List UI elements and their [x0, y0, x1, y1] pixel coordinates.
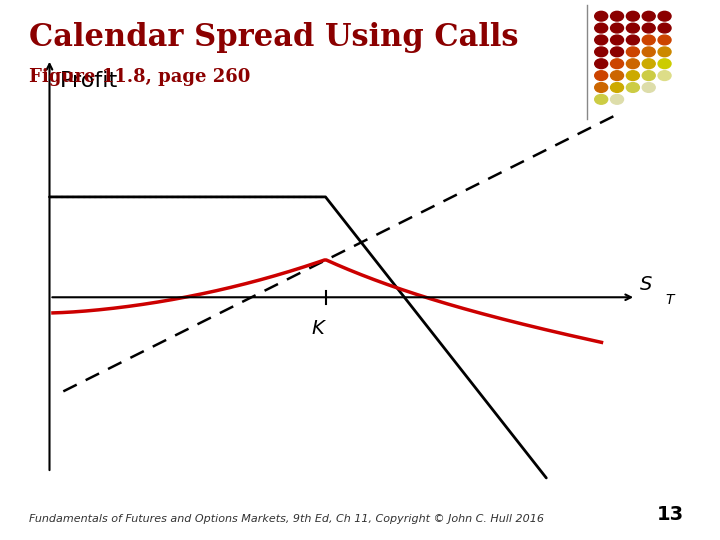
Text: Fundamentals of Futures and Options Markets, 9th Ed, Ch 11, Copyright © John C. : Fundamentals of Futures and Options Mark…	[29, 514, 544, 524]
Text: $K$: $K$	[310, 319, 327, 338]
Text: 13: 13	[657, 505, 684, 524]
Text: Figure 11.8, page 260: Figure 11.8, page 260	[29, 68, 250, 85]
Text: $T$: $T$	[665, 293, 676, 307]
Text: $S$: $S$	[639, 275, 653, 294]
Text: Calendar Spread Using Calls: Calendar Spread Using Calls	[29, 22, 518, 52]
Text: Profit: Profit	[60, 71, 118, 91]
